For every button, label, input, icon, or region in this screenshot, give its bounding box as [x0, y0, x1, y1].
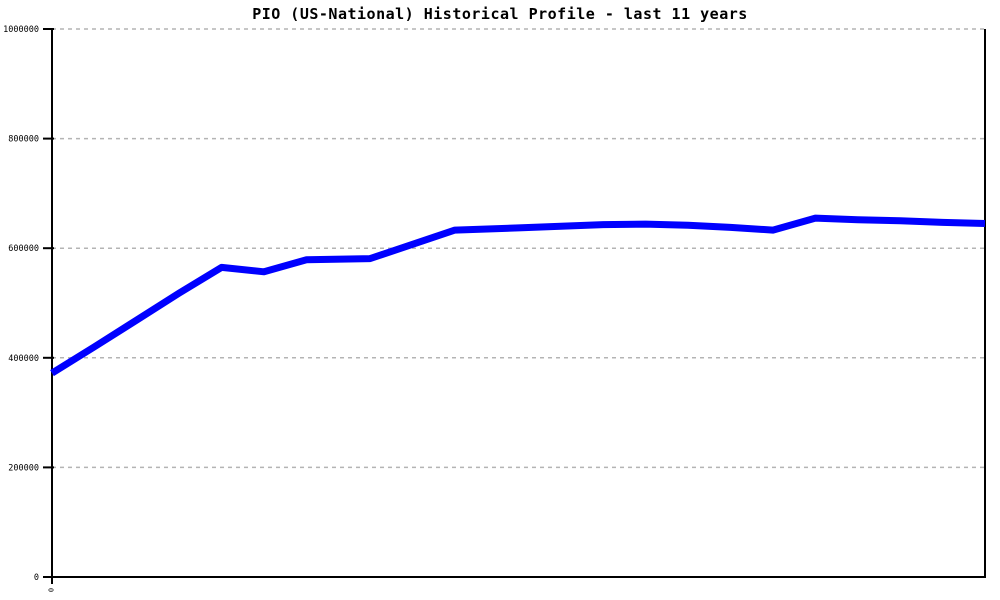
y-tick-label: 400000 — [8, 354, 39, 364]
y-tick-label: 800000 — [8, 135, 39, 145]
y-tick-label: 1000000 — [3, 25, 39, 35]
y-tick-label: 600000 — [8, 244, 39, 254]
x-tick-label: 0 — [47, 588, 55, 592]
y-tick-label: 200000 — [8, 463, 39, 473]
y-tick-label: 0 — [34, 573, 39, 583]
chart-title: PIO (US-National) Historical Profile - l… — [252, 5, 748, 23]
data-line — [50, 214, 986, 377]
